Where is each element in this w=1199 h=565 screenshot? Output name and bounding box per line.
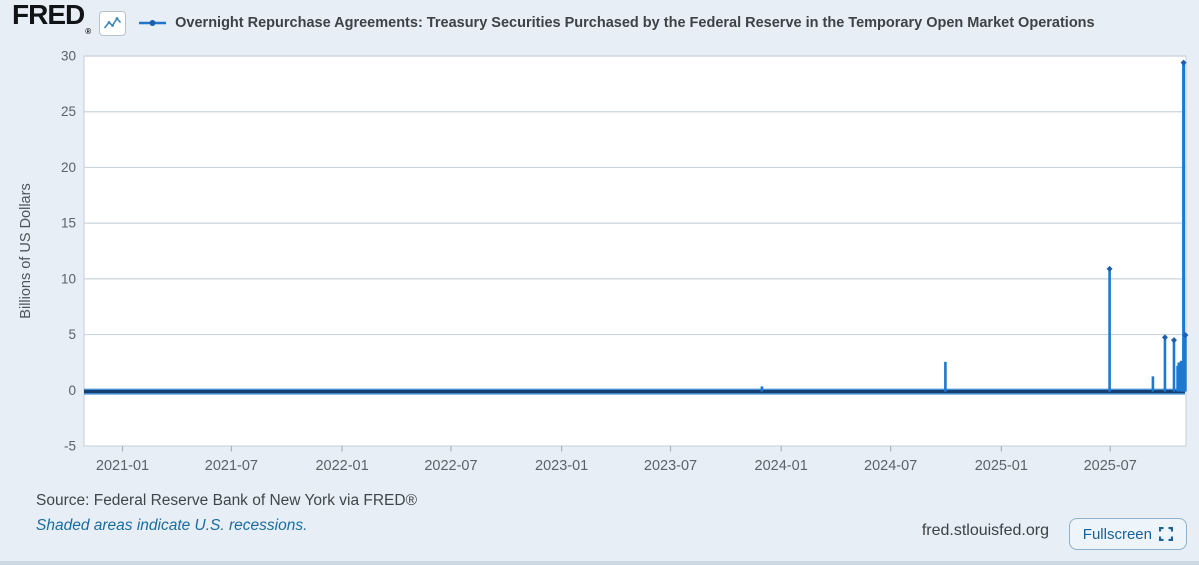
fred-graph-icon bbox=[99, 10, 127, 36]
x-axis-labels: 2021-01 2021-07 2022-01 2022-07 2023-01 2023-… bbox=[96, 446, 1137, 474]
chart-header: FRED ® Overnight Repurchase Agreements: T… bbox=[12, 0, 1191, 40]
recession-note-link[interactable]: Shaded areas indicate U.S. recessions. bbox=[36, 517, 308, 534]
x-tick-label: 2025-07 bbox=[1084, 458, 1137, 474]
fred-logo-text: FRED bbox=[12, 0, 85, 30]
data-point-marker bbox=[1161, 334, 1168, 341]
y-axis-title: Billions of US Dollars bbox=[18, 183, 34, 318]
x-tick-label: 2024-01 bbox=[755, 458, 808, 474]
y-axis-labels: 30 25 20 15 10 5 0 -5 bbox=[61, 49, 76, 454]
data-point-marker bbox=[1170, 337, 1177, 344]
x-tick-label: 2025-01 bbox=[975, 458, 1028, 474]
plot-area[interactable] bbox=[83, 55, 1187, 447]
registered-mark: ® bbox=[85, 26, 91, 36]
y-tick-label: 0 bbox=[68, 383, 76, 398]
source-text: Source: Federal Reserve Bank of New York… bbox=[36, 492, 417, 509]
y-tick-label: 15 bbox=[61, 216, 76, 231]
y-tick-label: 20 bbox=[61, 160, 76, 175]
fullscreen-label: Fullscreen bbox=[1082, 525, 1152, 543]
legend-line-marker bbox=[139, 20, 167, 26]
x-tick-label: 2021-01 bbox=[96, 458, 149, 474]
fullscreen-icon bbox=[1159, 527, 1173, 541]
data-series bbox=[84, 59, 1189, 395]
data-point-marker bbox=[1180, 59, 1187, 66]
fred-logo[interactable]: FRED ® bbox=[12, 0, 91, 47]
chart-title: Overnight Repurchase Agreements: Treasur… bbox=[175, 14, 1095, 31]
y-tick-label: 25 bbox=[61, 104, 76, 119]
y-tick-label: 5 bbox=[68, 327, 76, 342]
x-tick-label: 2022-01 bbox=[315, 458, 368, 474]
fred-site-link[interactable]: fred.stlouisfed.org bbox=[921, 522, 1049, 539]
fullscreen-button[interactable]: Fullscreen bbox=[1068, 518, 1187, 550]
x-tick-label: 2023-01 bbox=[535, 458, 588, 474]
bottom-edge-strip bbox=[0, 561, 1199, 565]
y-tick-label: 30 bbox=[61, 49, 76, 64]
x-tick-label: 2021-07 bbox=[205, 458, 258, 474]
y-tick-label: 10 bbox=[61, 271, 76, 286]
data-point-marker bbox=[1106, 265, 1113, 272]
x-tick-label: 2022-07 bbox=[424, 458, 477, 474]
data-point-marker bbox=[1182, 332, 1189, 339]
y-tick-label: -5 bbox=[64, 439, 76, 454]
x-tick-label: 2023-07 bbox=[644, 458, 697, 474]
x-tick-label: 2024-07 bbox=[864, 458, 917, 474]
